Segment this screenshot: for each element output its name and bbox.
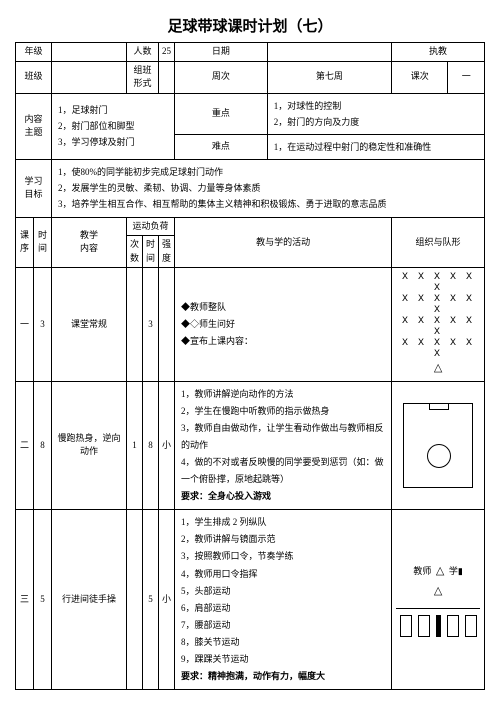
key-items: 1，对球性的控制 2，射门的方向及力度 [267, 93, 484, 134]
cell-times: 1 [127, 381, 143, 510]
th-seq: 课 序 [16, 217, 34, 268]
page-title: 足球带球课时计划（七） [15, 15, 485, 36]
cell-formation [392, 381, 485, 510]
th-activity: 教与学的活动 [175, 217, 392, 268]
cell-intensity [159, 268, 175, 382]
label-week: 周次 [175, 61, 268, 93]
objectives-items: 1，使80%的同学能初步完成足球射门动作 2，发展学生的灵敏、柔韧、协调、力量等… [52, 160, 485, 218]
cell-duration: 3 [143, 268, 159, 382]
cell-time: 5 [34, 510, 52, 690]
value-week: 第七周 [267, 61, 391, 93]
label-teacher: 执教 [392, 43, 485, 62]
cell-time: 8 [34, 381, 52, 510]
field-diagram-icon [403, 403, 473, 488]
label-grade: 年级 [16, 43, 52, 62]
formation-boxes-icon [396, 615, 480, 637]
table-row: 一 3 课堂常规 3 ◆教师整队 ◆◇师生问好 ◆宣布上课内容： X X X X… [16, 268, 485, 382]
key-label: 重点 [175, 93, 268, 134]
cell-seq: 二 [16, 381, 34, 510]
label-orgform: 组班形式 [127, 61, 159, 93]
table-row: 二 8 慢跑热身，逆向动作 1 8 小 1，教师讲解逆向动作的方法 2，学生在慢… [16, 381, 485, 510]
lesson-plan-table: 年级 人数 25 日期 执教 班级 组班形式 周次 第七周 课次 一 内容 主题… [15, 42, 485, 690]
label-session: 课次 [392, 61, 448, 93]
cell-times [127, 268, 143, 382]
label-count: 人数 [127, 43, 159, 62]
th-load: 运动负荷 [127, 217, 175, 236]
cell-duration: 5 [143, 510, 159, 690]
table-row: 三 5 行进间徒手操 5 小 1，学生排成 2 列纵队 2，教师讲解与镜面示范 … [16, 510, 485, 690]
cell-formation: X X X X X XX X X X X XX X X X X XX X X X… [392, 268, 485, 382]
value-count: 25 [159, 43, 175, 62]
label-class: 班级 [16, 61, 52, 93]
cell-formation: 教师 △ 学▮ △ [392, 510, 485, 690]
cell-seq: 三 [16, 510, 34, 690]
cell-content: 行进间徒手操 [52, 510, 127, 690]
cell-content: 慢跑热身，逆向动作 [52, 381, 127, 510]
objectives-label: 学习 目标 [16, 160, 52, 218]
th-duration: 时 间 [143, 236, 159, 268]
triangle-icon: △ [396, 360, 480, 377]
th-content: 教学 内容 [52, 217, 127, 268]
diff-label: 难点 [175, 134, 268, 159]
th-times: 次 数 [127, 236, 143, 268]
formation-labels: 教师 △ 学▮ △ [396, 562, 480, 602]
th-formation: 组织与队形 [392, 217, 485, 268]
triangle-icon: △ [434, 585, 442, 597]
cell-seq: 一 [16, 268, 34, 382]
content-topic-label: 内容 主题 [16, 93, 52, 160]
cell-activity: 1，教师讲解逆向动作的方法 2，学生在慢跑中听教师的指示做热身 3，教师自由做动… [175, 381, 392, 510]
cell-times [127, 510, 143, 690]
diff-items: 1，在运动过程中射门的稳定性和准确性 [267, 134, 484, 159]
label-date: 日期 [175, 43, 268, 62]
cell-intensity: 小 [159, 381, 175, 510]
content-topic-items: 1，足球射门 2，射门部位和脚型 3，学习停球及射门 [52, 93, 175, 160]
th-intensity: 强 度 [159, 236, 175, 268]
th-time: 时 间 [34, 217, 52, 268]
cell-activity: 1，学生排成 2 列纵队 2，教师讲解与镜面示范 3，按照教师口令，节奏学练 4… [175, 510, 392, 690]
cell-activity: ◆教师整队 ◆◇师生问好 ◆宣布上课内容： [175, 268, 392, 382]
cell-duration: 8 [143, 381, 159, 510]
cell-intensity: 小 [159, 510, 175, 690]
value-session: 一 [448, 61, 485, 93]
cell-time: 3 [34, 268, 52, 382]
formation-grid-icon: X X X X X XX X X X X XX X X X X XX X X X… [396, 272, 480, 360]
cell-content: 课堂常规 [52, 268, 127, 382]
